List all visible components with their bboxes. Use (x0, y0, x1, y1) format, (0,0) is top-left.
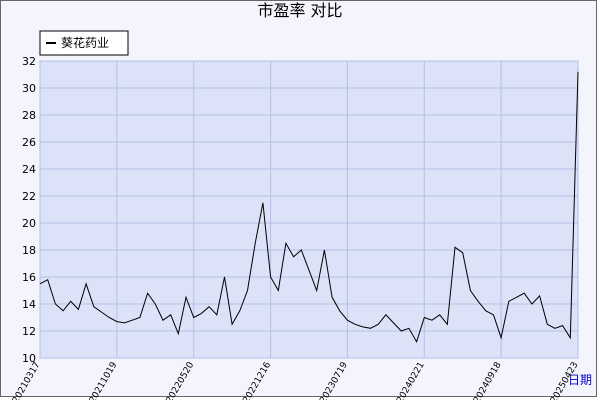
y-tick-label: 32 (22, 55, 36, 68)
y-tick-label: 18 (22, 244, 36, 257)
x-axis-label: 日期 (568, 373, 592, 387)
series-line (39, 71, 579, 344)
y-tick-label: 22 (22, 190, 36, 203)
legend-label: 葵花药业 (61, 35, 109, 50)
y-tick-label: 16 (22, 271, 36, 284)
y-tick-label: 24 (22, 163, 36, 176)
plot-area (39, 60, 579, 359)
y-tick-label: 14 (22, 298, 36, 311)
y-tick-label: 20 (22, 217, 36, 230)
chart-title: 市盈率 对比 (257, 1, 342, 20)
y-tick-label: 26 (22, 136, 36, 149)
y-tick-label: 10 (22, 352, 36, 365)
y-tick-label: 30 (22, 82, 36, 95)
y-tick-label: 12 (22, 325, 36, 338)
y-tick-label: 28 (22, 109, 36, 122)
